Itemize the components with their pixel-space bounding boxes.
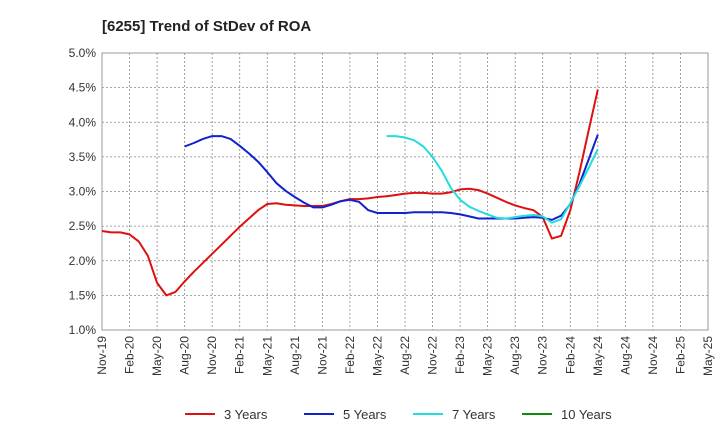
x-tick-label: Aug-21 xyxy=(288,336,302,375)
y-tick-label: 2.5% xyxy=(69,219,97,233)
legend: 3 Years 5 Years 7 Years 10 Years xyxy=(185,407,612,422)
x-tick-label: Feb-23 xyxy=(453,336,467,374)
x-tick-label: Nov-24 xyxy=(646,336,660,375)
x-tick-label: Nov-20 xyxy=(205,336,219,375)
x-tick-label: Aug-22 xyxy=(398,336,412,375)
y-tick-label: 3.5% xyxy=(69,150,97,164)
x-axis-tick-labels: Nov-19 Feb-20 May-20 Aug-20 Nov-20 Feb-21 May-… xyxy=(95,336,715,376)
series-line-3-years xyxy=(101,89,599,297)
x-tick-label: Feb-24 xyxy=(563,336,577,374)
x-tick-label: Nov-21 xyxy=(315,336,329,375)
legend-label: 10 Years xyxy=(561,407,612,422)
series-line-7-years xyxy=(386,135,599,224)
x-tick-label: May-20 xyxy=(150,336,164,376)
y-tick-label: 2.0% xyxy=(69,254,97,268)
y-tick-label: 4.0% xyxy=(69,115,97,129)
x-tick-label: Nov-19 xyxy=(95,336,109,375)
series-lines xyxy=(101,89,599,297)
plot-area xyxy=(101,52,709,331)
y-tick-label: 5.0% xyxy=(69,46,97,60)
legend-label: 3 Years xyxy=(224,407,268,422)
x-tick-label: Aug-20 xyxy=(178,336,192,375)
x-tick-label: Aug-23 xyxy=(508,336,522,375)
legend-label: 5 Years xyxy=(343,407,387,422)
y-tick-label: 1.5% xyxy=(69,288,97,302)
grid-lines xyxy=(101,52,709,331)
x-tick-label: May-21 xyxy=(260,336,274,376)
x-tick-label: Feb-22 xyxy=(343,336,357,374)
x-tick-label: Feb-25 xyxy=(673,336,687,374)
y-tick-label: 1.0% xyxy=(69,323,97,337)
y-tick-label: 3.0% xyxy=(69,185,97,199)
x-tick-label: May-22 xyxy=(370,336,384,376)
chart-title: [6255] Trend of StDev of ROA xyxy=(102,18,311,35)
y-axis-tick-labels: 1.0% 1.5% 2.0% 2.5% 3.0% 3.5% 4.0% 4.5% 5.0% xyxy=(69,46,97,337)
x-tick-label: Nov-23 xyxy=(536,336,550,375)
x-tick-label: Feb-21 xyxy=(233,336,247,374)
legend-label: 7 Years xyxy=(452,407,496,422)
x-tick-label: May-23 xyxy=(481,336,495,376)
y-tick-label: 4.5% xyxy=(69,81,97,95)
x-tick-label: Nov-22 xyxy=(426,336,440,375)
x-tick-label: May-24 xyxy=(591,336,605,376)
x-tick-label: May-25 xyxy=(701,336,715,376)
x-tick-label: Feb-20 xyxy=(123,336,137,374)
x-tick-label: Aug-24 xyxy=(618,336,632,375)
series-line-5-years xyxy=(184,134,599,221)
